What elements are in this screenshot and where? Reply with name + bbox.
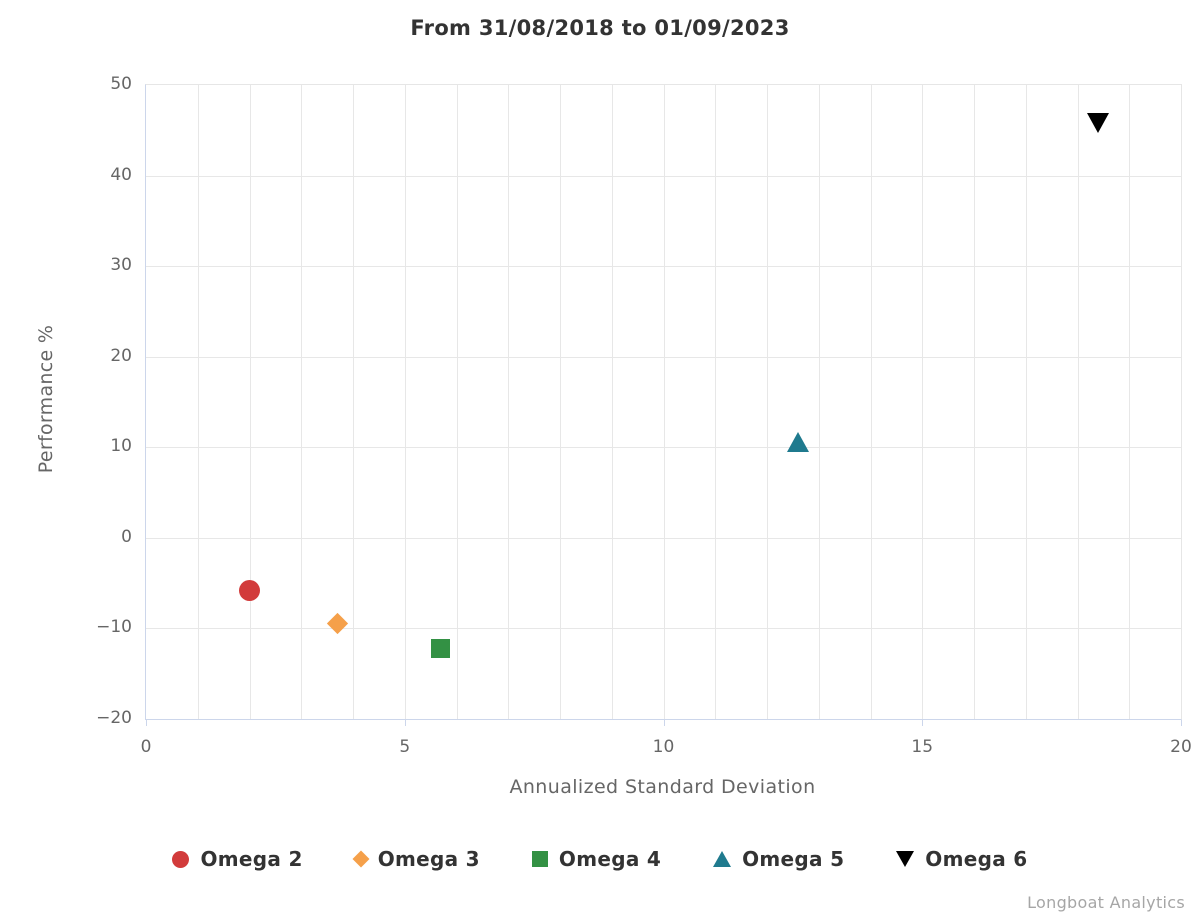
data-point-omega-3[interactable] xyxy=(326,613,349,635)
legend-item-label: Omega 3 xyxy=(377,847,480,871)
vertical-gridline xyxy=(922,85,924,719)
horizontal-gridline xyxy=(146,175,1181,177)
x-tick-label: 10 xyxy=(652,737,675,757)
vertical-gridline xyxy=(818,85,820,719)
vertical-gridline xyxy=(974,85,975,719)
plot-area: 0 5 10 15 20 xyxy=(141,84,1192,757)
legend-item-label: Omega 4 xyxy=(558,847,662,871)
x-tick-label: 0 xyxy=(140,737,152,757)
legend-item-omega-5[interactable]: Omega 5 xyxy=(713,847,844,871)
data-point-omega-5[interactable] xyxy=(787,431,810,452)
vertical-gridline xyxy=(560,85,561,719)
y-tick-label: −10 xyxy=(96,617,132,638)
x-tick-label: 15 xyxy=(911,737,934,757)
x-axis-title: Annualized Standard Deviation xyxy=(509,776,816,798)
vertical-gridline xyxy=(611,85,613,719)
legend-item-omega-6[interactable]: Omega 6 xyxy=(896,847,1027,871)
y-tick-label: 30 xyxy=(110,255,132,276)
x-axis-tick xyxy=(922,720,924,726)
legend: Omega 2 Omega 3 Omega 4 Omega 5 Omega 6 xyxy=(0,838,1200,880)
legend-item-omega-3[interactable]: Omega 3 xyxy=(352,847,480,871)
chart-title: From 31/08/2018 to 01/09/2023 xyxy=(410,16,790,40)
x-tick-label: 20 xyxy=(1170,737,1192,757)
y-tick-label: −20 xyxy=(96,708,132,728)
y-tick-label: 20 xyxy=(110,345,132,366)
vertical-gridline xyxy=(1077,85,1079,719)
vertical-gridline xyxy=(715,85,717,719)
vertical-gridline xyxy=(1129,85,1131,719)
vertical-gridline xyxy=(353,85,354,719)
legend-item-label: Omega 6 xyxy=(925,847,1028,871)
y-axis-title: Performance % xyxy=(35,324,57,474)
legend-item-omega-2[interactable]: Omega 2 xyxy=(172,847,302,871)
legend-item-label: Omega 2 xyxy=(200,847,303,871)
vertical-gridline xyxy=(249,85,251,719)
square-icon xyxy=(531,851,548,867)
y-tick-label: 0 xyxy=(121,526,132,547)
horizontal-gridline xyxy=(146,356,1181,358)
y-tick-label: 50 xyxy=(110,74,132,94)
legend-item-label: Omega 5 xyxy=(742,847,845,871)
y-tick-label: 10 xyxy=(110,436,132,457)
vertical-gridline xyxy=(767,85,768,719)
vertical-gridline xyxy=(870,85,872,719)
vertical-gridline xyxy=(197,85,199,719)
data-point-omega-2[interactable] xyxy=(239,579,260,601)
legend-item-omega-4[interactable]: Omega 4 xyxy=(531,847,662,871)
triangle-up-icon xyxy=(713,851,732,867)
vertical-gridline xyxy=(301,85,303,719)
diamond-icon xyxy=(352,850,370,868)
data-point-omega-4[interactable] xyxy=(431,638,451,658)
vertical-gridline xyxy=(1025,85,1027,719)
triangle-down-icon xyxy=(896,851,915,867)
vertical-gridline xyxy=(663,85,665,719)
x-axis-tick xyxy=(663,720,665,726)
vertical-gridline xyxy=(508,85,510,719)
horizontal-gridline xyxy=(146,537,1181,539)
vertical-gridline xyxy=(404,85,406,719)
y-tick-label: 40 xyxy=(110,164,132,185)
x-axis-tick xyxy=(146,720,147,726)
vertical-gridline xyxy=(456,85,458,719)
horizontal-gridline xyxy=(146,266,1181,268)
x-axis-tick xyxy=(404,720,406,726)
x-axis-tick xyxy=(1181,720,1182,726)
horizontal-gridline xyxy=(146,447,1181,449)
horizontal-gridline xyxy=(146,628,1181,630)
x-tick-label: 5 xyxy=(399,737,411,757)
credits-text[interactable]: Longboat Analytics xyxy=(1027,893,1185,912)
data-point-omega-6[interactable] xyxy=(1087,113,1110,134)
circle-icon xyxy=(172,850,190,868)
